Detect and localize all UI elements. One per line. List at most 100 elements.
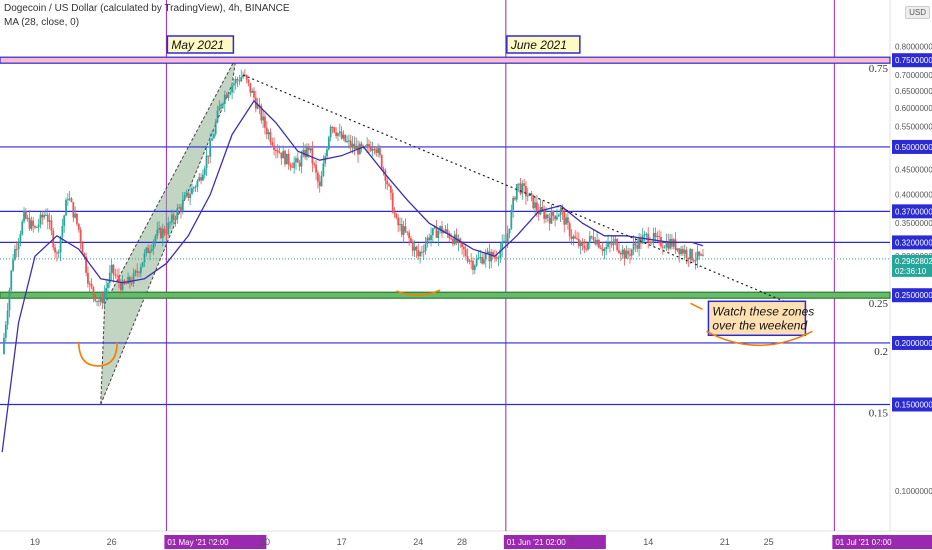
candle-body bbox=[85, 256, 87, 273]
candle-body bbox=[87, 272, 89, 284]
candle-body bbox=[205, 155, 208, 169]
candle-body bbox=[665, 241, 668, 248]
candle-body bbox=[452, 238, 454, 245]
candle-body bbox=[431, 228, 434, 236]
candle-body bbox=[466, 255, 469, 262]
candle-body bbox=[192, 187, 195, 189]
candle-body bbox=[96, 300, 98, 302]
candle-body bbox=[612, 240, 615, 246]
candle-body bbox=[324, 156, 327, 164]
candle-body bbox=[399, 224, 401, 226]
candle-body bbox=[174, 219, 177, 221]
candle-body bbox=[559, 209, 562, 215]
candle-body bbox=[565, 217, 567, 225]
candle-body bbox=[669, 239, 671, 249]
candle-body bbox=[495, 257, 498, 259]
candle-body bbox=[156, 229, 159, 236]
candle-body bbox=[271, 142, 274, 146]
candle-body bbox=[364, 145, 367, 147]
candle-body bbox=[419, 251, 421, 257]
candle-body bbox=[526, 195, 529, 197]
candle-body bbox=[592, 236, 595, 240]
candle-body bbox=[103, 292, 106, 304]
candle-body bbox=[353, 143, 356, 149]
candle-body bbox=[214, 122, 217, 135]
candle-body bbox=[185, 192, 188, 196]
candle-body bbox=[194, 186, 197, 188]
time-tick-label: 10 bbox=[260, 537, 270, 547]
candle-body bbox=[251, 90, 254, 93]
candle-body bbox=[72, 202, 75, 218]
candle-body bbox=[546, 214, 549, 218]
candle-body bbox=[444, 229, 447, 232]
candle-body bbox=[43, 214, 46, 218]
candle-body bbox=[282, 151, 285, 159]
price-level-tag bbox=[892, 204, 932, 219]
candle-body bbox=[267, 132, 270, 135]
candle-body bbox=[165, 233, 168, 235]
candle-body bbox=[402, 226, 405, 235]
currency-badge[interactable]: USD bbox=[905, 6, 930, 19]
price-level-tag bbox=[892, 288, 932, 303]
candle-body bbox=[568, 223, 571, 237]
candle-body bbox=[368, 144, 370, 148]
candle-body bbox=[623, 249, 626, 259]
candle-body bbox=[167, 222, 170, 234]
candle-body bbox=[34, 226, 36, 228]
candle-body bbox=[490, 252, 493, 262]
candle-body bbox=[242, 75, 244, 78]
candle-body bbox=[198, 177, 201, 181]
candle-body bbox=[223, 94, 226, 104]
candle-body bbox=[313, 163, 316, 165]
candle-body bbox=[503, 240, 505, 242]
candle-body bbox=[632, 243, 635, 250]
candle-body bbox=[234, 79, 237, 84]
candle-body bbox=[581, 241, 584, 246]
candle-body bbox=[265, 127, 268, 135]
candle-body bbox=[512, 197, 515, 210]
moving-average-line bbox=[1, 99, 704, 453]
candle-body bbox=[692, 260, 695, 262]
candle-body bbox=[340, 131, 343, 139]
candle-body bbox=[464, 249, 467, 256]
candle-body bbox=[468, 260, 471, 262]
candle-body bbox=[397, 217, 400, 226]
candle-body bbox=[209, 140, 212, 157]
month-label-box bbox=[166, 35, 235, 54]
candle-body bbox=[12, 259, 14, 271]
time-highlight-tag bbox=[832, 535, 932, 549]
candle-body bbox=[599, 247, 602, 249]
candle-body bbox=[26, 217, 29, 219]
candle-body bbox=[346, 140, 348, 142]
candle-body bbox=[207, 155, 210, 157]
candle-body bbox=[81, 242, 84, 254]
candle-body bbox=[147, 247, 150, 253]
candle-body bbox=[37, 224, 40, 228]
indicator-label[interactable]: MA (28, close, 0) bbox=[4, 17, 80, 28]
candle-body bbox=[24, 211, 27, 219]
candle-body bbox=[284, 151, 286, 165]
candle-body bbox=[311, 148, 314, 164]
candle-body bbox=[296, 158, 299, 163]
candle-body bbox=[428, 237, 431, 241]
candle-body bbox=[278, 152, 281, 154]
candle-body bbox=[519, 183, 522, 194]
candle-body bbox=[391, 192, 394, 213]
candle-body bbox=[149, 250, 151, 253]
candle-body bbox=[605, 246, 608, 250]
candle-body bbox=[150, 248, 153, 251]
candle-body bbox=[446, 229, 449, 234]
candle-body bbox=[587, 242, 589, 250]
candle-body bbox=[8, 289, 11, 311]
candle-body bbox=[322, 163, 325, 176]
candle-body bbox=[579, 241, 582, 247]
candle-body bbox=[645, 233, 648, 235]
